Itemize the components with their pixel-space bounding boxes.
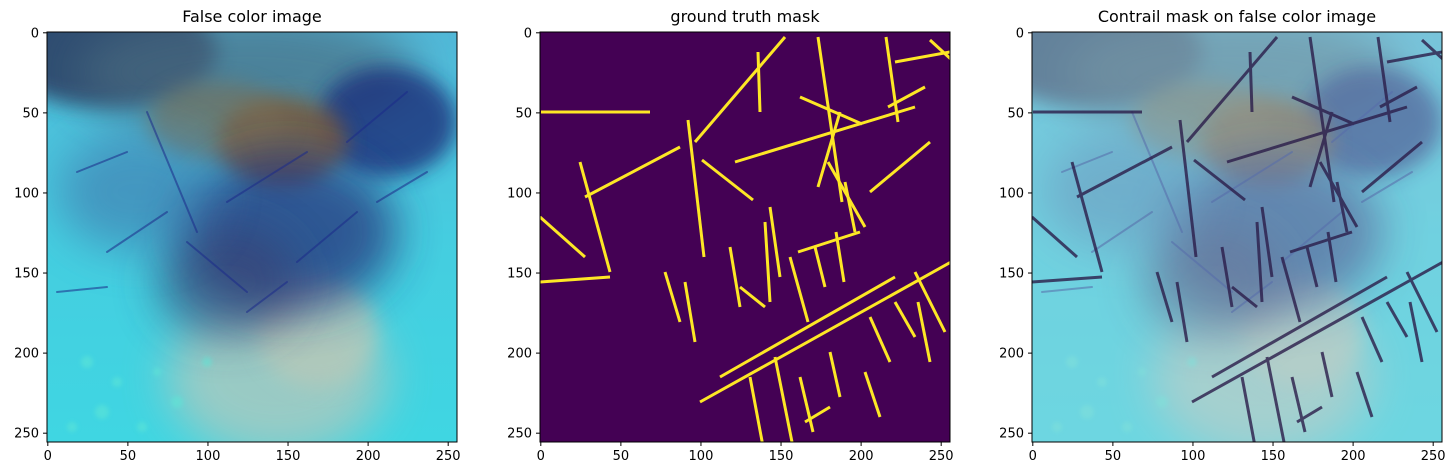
panel-title: ground truth mask: [670, 7, 820, 26]
x-axis: 0 50 100 150 200 250: [537, 442, 954, 464]
x-tick-label: 50: [613, 449, 630, 464]
panel-title: Contrail mask on false color image: [1098, 7, 1376, 26]
y-tick-label: 50: [515, 106, 532, 121]
x-tick-label: 150: [276, 449, 301, 464]
x-tick-label: 200: [849, 449, 874, 464]
y-tick-label: 0: [524, 26, 532, 41]
x-axis: 0 50 100 150 200 250: [1029, 442, 1446, 464]
x-tick-label: 50: [120, 449, 137, 464]
y-axis: 0 50 100 150 200 250: [999, 26, 1032, 442]
y-tick-label: 100: [14, 186, 39, 201]
x-tick-label: 150: [1261, 449, 1286, 464]
y-tick-label: 0: [1016, 26, 1024, 41]
x-tick-label: 100: [1181, 449, 1206, 464]
y-axis: 0 50 100 150 200 250: [14, 26, 47, 442]
x-tick-label: 200: [1341, 449, 1366, 464]
y-axis: 0 50 100 150 200 250: [507, 26, 540, 442]
y-tick-label: 250: [999, 427, 1024, 442]
x-tick-label: 200: [356, 449, 381, 464]
x-tick-label: 100: [196, 449, 221, 464]
panel-ground-truth: ground truth mask 0 50 100 150 200 250 0 50 100…: [507, 7, 954, 464]
overlay-image: [1032, 32, 1442, 442]
y-tick-label: 200: [507, 347, 532, 362]
axes-frame: [1031, 31, 1443, 443]
x-tick-label: 250: [436, 449, 461, 464]
x-tick-label: 250: [929, 449, 954, 464]
x-tick-label: 150: [769, 449, 794, 464]
ground-truth-mask: [540, 32, 950, 442]
y-tick-label: 50: [22, 106, 39, 121]
y-tick-label: 50: [1007, 106, 1024, 121]
x-tick-label: 100: [689, 449, 714, 464]
y-tick-label: 250: [507, 427, 532, 442]
x-axis: 0 50 100 150 200 250: [44, 442, 461, 464]
false-color-image: [0, 0, 457, 457]
x-tick-label: 0: [537, 449, 545, 464]
y-tick-label: 100: [999, 186, 1024, 201]
axes-frame: [46, 31, 458, 443]
y-tick-label: 150: [14, 267, 39, 282]
y-tick-label: 200: [14, 347, 39, 362]
x-tick-label: 50: [1105, 449, 1122, 464]
x-tick-label: 250: [1421, 449, 1446, 464]
axes-frame: [539, 31, 951, 443]
y-tick-label: 0: [31, 26, 39, 41]
panel-false-color: False color image 0 50 100 150 200 250 0 50 100…: [0, 0, 461, 464]
y-tick-label: 250: [14, 427, 39, 442]
y-tick-label: 100: [507, 186, 532, 201]
panel-overlay: Contrail mask on false color image 0 50 10…: [999, 7, 1446, 464]
y-tick-label: 150: [507, 267, 532, 282]
x-tick-label: 0: [1029, 449, 1037, 464]
x-tick-label: 0: [44, 449, 52, 464]
panel-title: False color image: [182, 7, 322, 26]
y-tick-label: 150: [999, 267, 1024, 282]
y-tick-label: 200: [999, 347, 1024, 362]
